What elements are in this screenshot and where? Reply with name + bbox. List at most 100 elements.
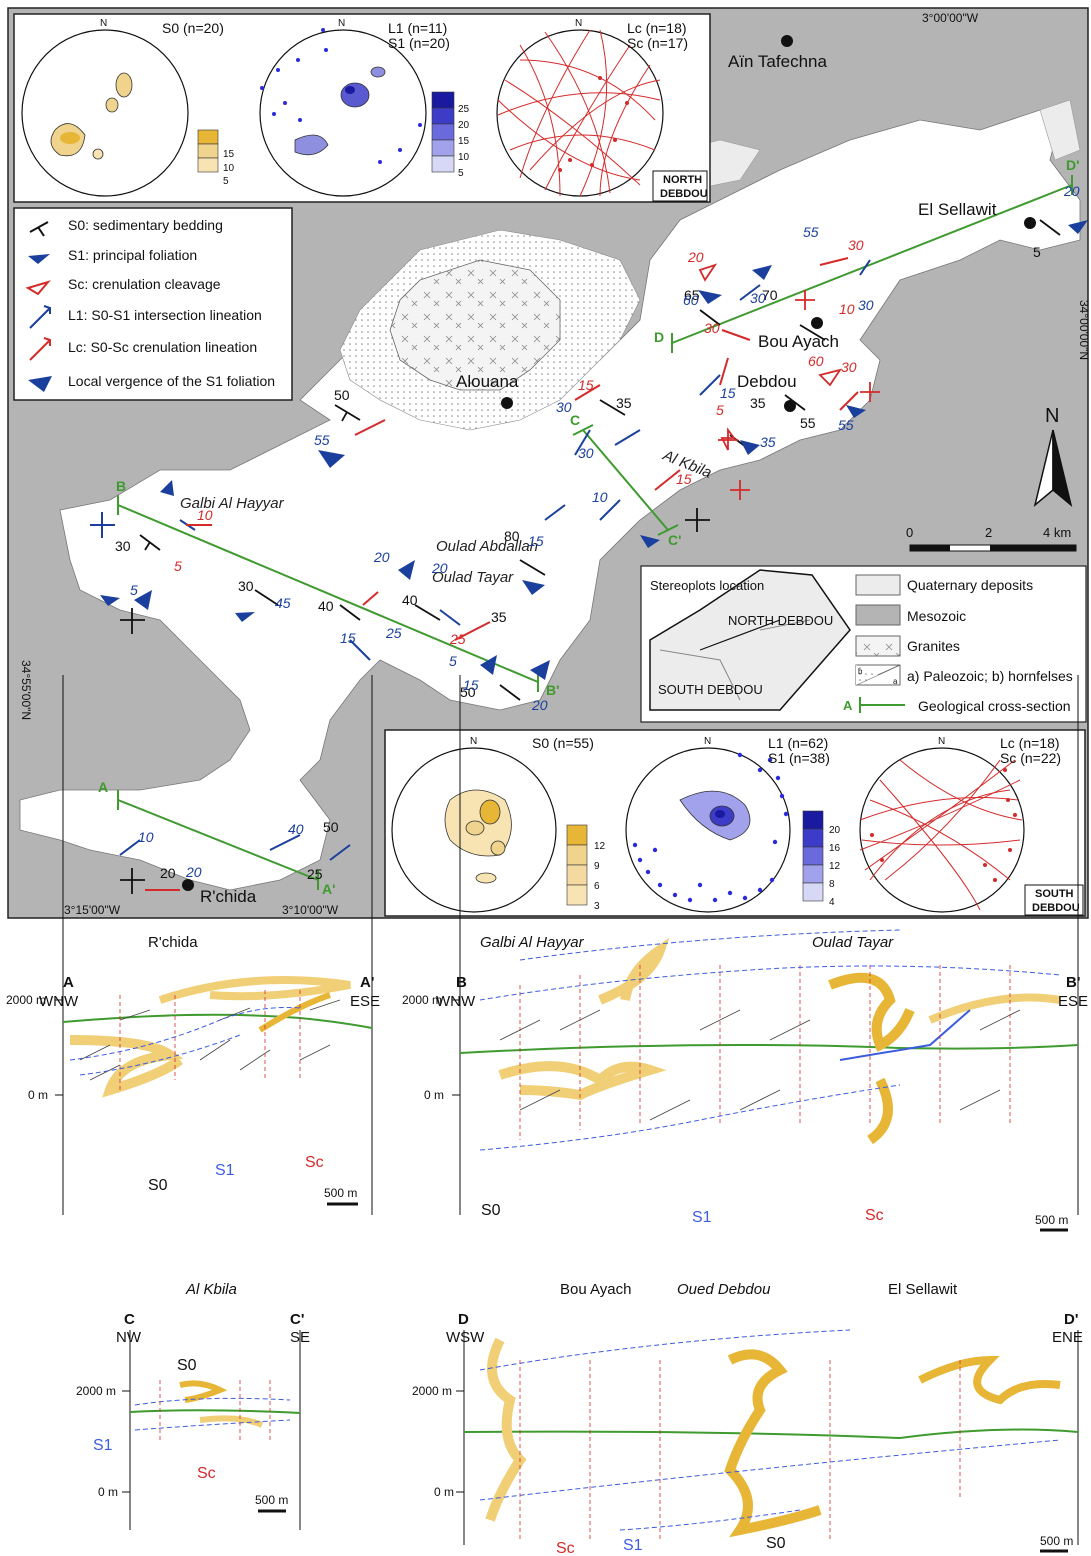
section-c	[122, 1330, 301, 1530]
dip-value-blue: 15	[463, 677, 479, 693]
s-l1-label: L1 (n=62)	[768, 735, 828, 751]
dip-value-red: 30	[704, 320, 720, 336]
dip-value-blue: 20	[185, 864, 202, 880]
n-sc-label: Sc (n=17)	[627, 35, 688, 51]
section-c-ldir: NW	[116, 1329, 142, 1346]
section-a-prime-label: A'	[322, 881, 335, 897]
coord-left: 34°55'00"N	[19, 660, 33, 720]
dip-value-blue: 40	[288, 821, 304, 837]
key-b: b	[858, 667, 863, 676]
s-scale-b-2: 16	[829, 843, 841, 854]
s-stereo-n-2: N	[704, 736, 711, 747]
section-b-title-1: Galbi Al Hayyar	[480, 934, 585, 951]
section-d-title-3: El Sellawit	[888, 1281, 958, 1298]
c-s1: S1	[93, 1437, 113, 1454]
town-ain-tafechna: Aïn Tafechna	[728, 52, 827, 71]
c-sc: Sc	[197, 1465, 216, 1482]
dip-value-black: 25	[307, 866, 323, 882]
c-s0: S0	[177, 1357, 197, 1374]
cross-section-lines	[117, 175, 1073, 890]
section-c-rdir: SE	[290, 1329, 310, 1346]
dip-value-black: 40	[402, 592, 418, 608]
n-scale-b-1: 25	[458, 104, 470, 115]
n-stereo-n-3: N	[575, 18, 582, 29]
scale-end: 4 km	[1043, 525, 1071, 540]
d-elev-top: 2000 m	[412, 1384, 452, 1398]
lithology-key: Stereoplots location NORTH DEBDOU SOUTH …	[640, 565, 1087, 723]
dip-value-red: 60	[808, 353, 824, 369]
n-region-2: DEBDOU	[660, 188, 708, 200]
place-galbi-al-hayyar: Galbi Al Hayyar	[180, 495, 285, 512]
d-sc: Sc	[556, 1540, 575, 1556]
granite-area	[389, 259, 561, 391]
cross-sections: R'chida A A' WNW ESE Galbi Al Hayyar Oul…	[6, 675, 1088, 1556]
dip-value-blue: 20	[431, 560, 448, 576]
n-scale-b-5: 5	[458, 168, 464, 179]
n-s0-label: S0 (n=20)	[162, 20, 224, 36]
inset-south: SOUTH DEBDOU	[658, 682, 763, 697]
dip-value-blue: 25	[385, 625, 402, 641]
a-elev-zero: 0 m	[28, 1088, 48, 1102]
n-scale-b-2: 20	[458, 120, 470, 131]
s-scale-y-2: 9	[594, 861, 600, 872]
coord-bottom-left: 3°15'00"W	[64, 903, 121, 917]
a-sc: Sc	[305, 1154, 324, 1171]
n-scale-y-2: 10	[223, 163, 235, 174]
dip-value-blue: 10	[138, 829, 154, 845]
key-paleozoic: a) Paleozoic; b) hornfelses	[907, 668, 1073, 684]
place-oulad-abdallah: Oulad Abdallah	[436, 538, 538, 555]
quaternary-patch	[1039, 99, 1081, 161]
d-scale: 500 m	[1040, 1534, 1073, 1548]
dip-value-blue: 30	[858, 297, 874, 313]
dip-value-blue: 55	[314, 432, 330, 448]
dip-value-blue: 30	[556, 399, 572, 415]
d-elev-zero: 0 m	[434, 1485, 454, 1499]
dip-value-red: 25	[449, 631, 466, 647]
n-scale-b-4: 10	[458, 152, 470, 163]
inset-title: Stereoplots location	[650, 578, 764, 593]
section-c-right: C'	[290, 1311, 304, 1328]
s-scale-y-1: 12	[594, 841, 606, 852]
dip-value-blue: 15	[340, 630, 356, 646]
b-elev-top: 2000 m	[402, 993, 442, 1007]
north-stereoplots-panel: 15 10 5 25 20 15 10 5 N N N S0 (n=20) L1…	[13, 13, 711, 203]
dip-value-blue: 55	[838, 417, 854, 433]
s-s1-label: S1 (n=38)	[768, 750, 830, 766]
b-sc: Sc	[865, 1207, 884, 1224]
key-section: Geological cross-section	[918, 698, 1071, 714]
legend-l1: L1: S0-S1 intersection lineation	[68, 307, 262, 323]
dip-value-blue: 30	[750, 290, 766, 306]
towns	[182, 35, 1036, 891]
n-stereo-n-2: N	[338, 18, 345, 29]
legend-sc: Sc: crenulation cleavage	[68, 276, 221, 292]
s-stereo-n-1: N	[470, 736, 477, 747]
dip-value-blue: 20	[373, 549, 390, 565]
coord-bottom-mid: 3°10'00"W	[282, 903, 339, 917]
s-scale-b-3: 12	[829, 861, 841, 872]
dip-value-red: 20	[687, 249, 704, 265]
a-s0: S0	[148, 1177, 168, 1194]
legend-s1: S1: principal foliation	[68, 247, 197, 263]
key-granites: Granites	[907, 638, 960, 654]
scale-zero: 0	[906, 525, 913, 540]
south-stereoplots-panel: 12 9 6 3 20 16 12 8 4 N N N S0 (n=55) L1…	[384, 729, 1086, 917]
dip-value-black: 65	[684, 287, 700, 303]
town-bou-ayach: Bou Ayach	[758, 332, 839, 351]
section-c-title: Al Kbila	[185, 1281, 237, 1298]
section-a-title: R'chida	[148, 934, 198, 951]
legend-s0: S0: sedimentary bedding	[68, 217, 223, 233]
dip-value-black: 35	[616, 395, 632, 411]
dip-value-blue: 20	[1063, 183, 1080, 199]
dip-value-blue: 20	[531, 697, 548, 713]
dip-value-black: 30	[238, 578, 254, 594]
section-a	[55, 675, 373, 1215]
section-d-right: D'	[1064, 1311, 1078, 1328]
dip-value-red: 10	[839, 301, 855, 317]
dip-value-black: 80	[504, 528, 520, 544]
town-el-sellawit: El Sellawit	[918, 200, 997, 219]
s-scale-b-4: 8	[829, 879, 835, 890]
dip-value-blue: 55	[803, 224, 819, 240]
section-a-right: A'	[360, 974, 374, 991]
dip-value-blue: 60	[683, 292, 699, 308]
n-scale-b-3: 15	[458, 136, 470, 147]
